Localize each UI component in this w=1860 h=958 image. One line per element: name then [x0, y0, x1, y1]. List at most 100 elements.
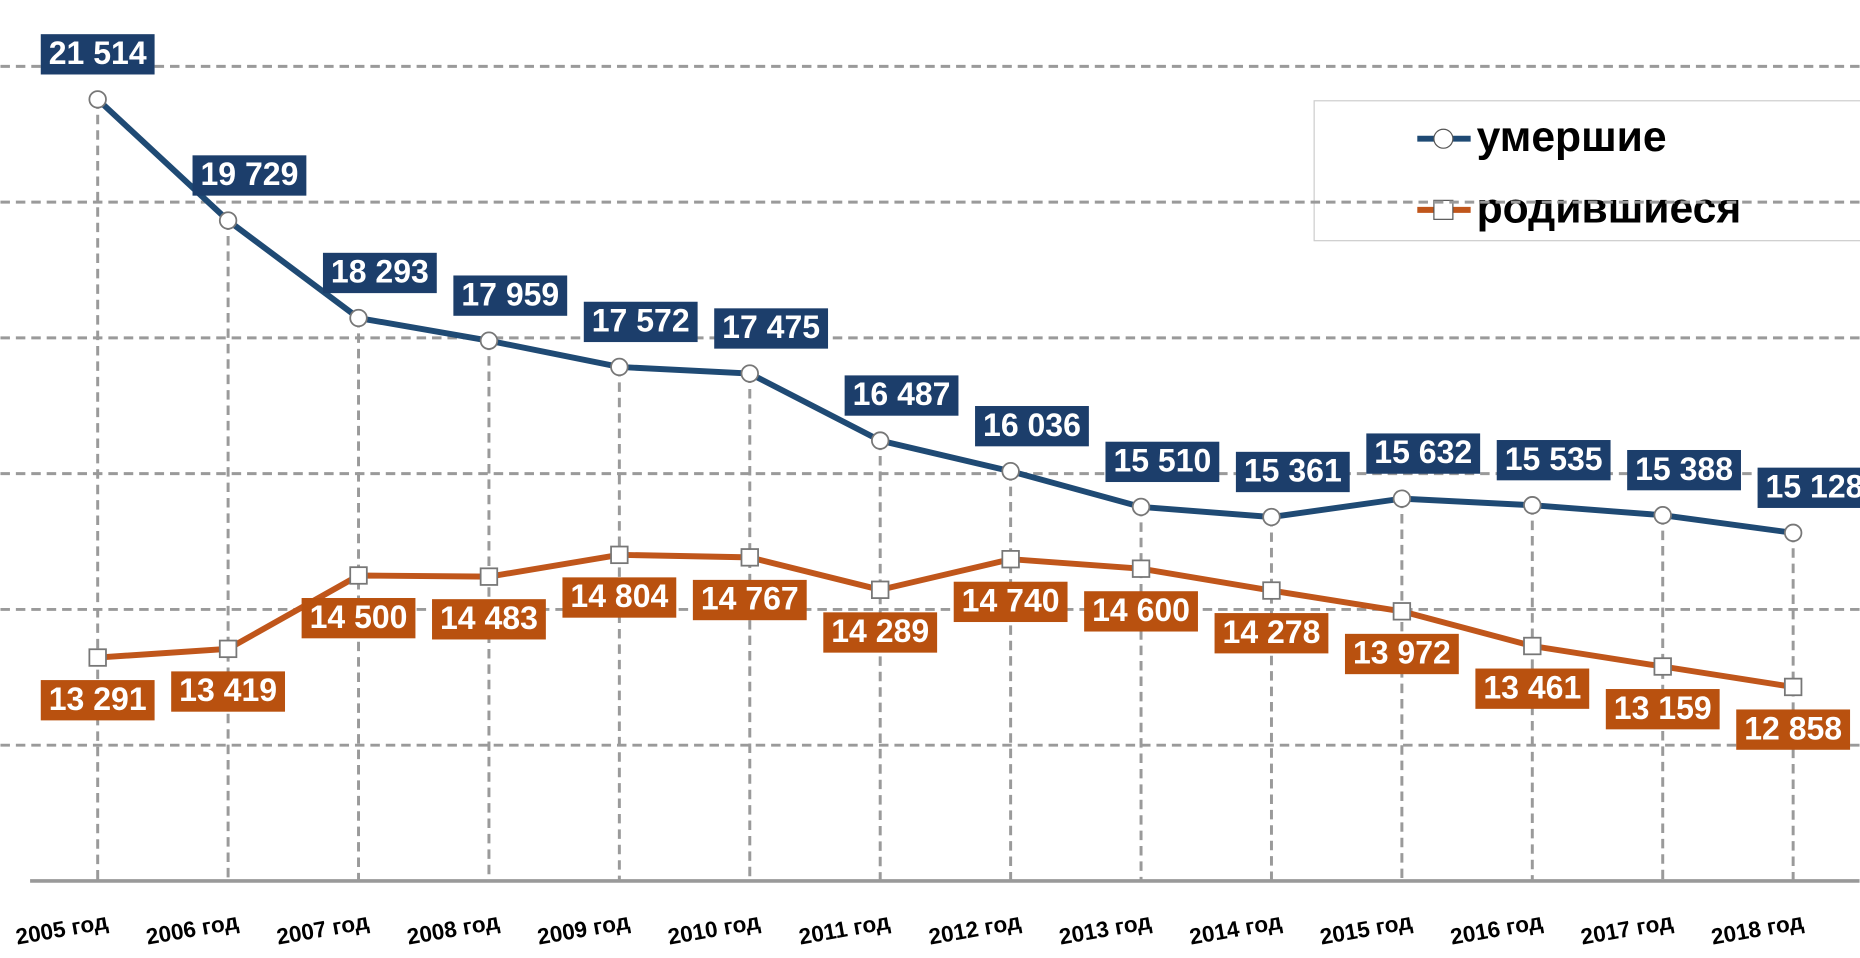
data-label-box: [1605, 689, 1720, 730]
point-marker: [740, 548, 759, 567]
data-label-box: [583, 301, 698, 343]
data-label: 19 729: [201, 156, 299, 192]
point-marker: [1131, 559, 1151, 578]
data-label: 14 289: [831, 613, 929, 649]
data-label-box: [432, 599, 546, 640]
data-label-box: [975, 406, 1089, 447]
point-marker: [1262, 581, 1281, 600]
data-label: 15 510: [1113, 443, 1211, 479]
data-label: 15 388: [1635, 451, 1733, 487]
data-label: 15 535: [1505, 441, 1603, 477]
data-label: 15 128: [1766, 468, 1860, 504]
x-tick-label: 2014 год: [1188, 909, 1284, 950]
data-label-box: [1366, 433, 1481, 474]
data-label: 18 293: [331, 254, 429, 290]
x-tick-label: 2013 год: [1057, 909, 1153, 950]
data-label: 14 600: [1092, 592, 1190, 628]
point-marker: [1131, 497, 1151, 517]
point-marker: [349, 566, 368, 585]
point-marker: [1392, 489, 1412, 508]
point-marker: [349, 308, 368, 328]
series-line: [97, 551, 1794, 690]
point-marker: [1001, 462, 1020, 481]
data-label: 16 487: [853, 376, 951, 412]
data-label-box: [953, 581, 1068, 623]
data-label-box: [692, 579, 807, 621]
data-label-box: [823, 612, 938, 653]
point-marker: [1392, 602, 1412, 621]
point-marker: [1653, 657, 1672, 676]
point-marker: [871, 580, 890, 599]
legend-label: родившиеся: [1477, 184, 1742, 232]
point-marker: [1653, 506, 1672, 525]
data-label: 15 632: [1374, 434, 1472, 470]
point-marker: [1523, 636, 1542, 656]
x-tick-label: 2017 год: [1579, 909, 1675, 950]
data-label: 14 740: [962, 583, 1060, 619]
x-tick-label: 2007 год: [275, 909, 371, 950]
data-label-box: [1757, 467, 1860, 508]
point-marker: [1783, 677, 1803, 697]
data-label: 14 767: [701, 581, 799, 617]
data-label: 17 959: [461, 276, 559, 312]
point-marker: [610, 357, 629, 377]
data-label: 14 483: [440, 600, 538, 636]
legend-box: [1313, 100, 1860, 242]
point-marker: [1262, 507, 1281, 527]
data-label-box: [1105, 441, 1220, 483]
data-label: 16 036: [983, 407, 1081, 443]
data-label-box: [844, 375, 959, 416]
data-label: 15 361: [1244, 453, 1342, 489]
legend: умершие родившиеся: [1313, 100, 1860, 242]
legend-label: умершие: [1477, 113, 1667, 161]
x-tick-label: 2005 год: [14, 909, 110, 950]
point-marker: [479, 567, 499, 586]
point-marker: [218, 639, 238, 659]
x-tick-label: 2009 год: [535, 909, 631, 950]
data-label-box: [453, 275, 568, 316]
data-label: 17 572: [592, 303, 690, 339]
point-marker: [871, 431, 890, 450]
series-line: [95, 97, 1794, 536]
data-label: 21 514: [49, 35, 147, 71]
x-tick-label: 2016 год: [1448, 909, 1544, 950]
point-marker: [479, 331, 499, 350]
data-label-box: [301, 598, 416, 639]
x-tick-label: 2018 год: [1709, 909, 1805, 950]
x-tick-label: 2010 год: [666, 909, 762, 950]
data-label-box: [1627, 449, 1741, 491]
data-label-box: [562, 577, 677, 618]
x-tick-label: 2011 год: [797, 909, 892, 950]
data-label-box: [1736, 709, 1851, 750]
legend-marker: [1433, 128, 1454, 149]
data-label-box: [1235, 451, 1350, 493]
point-marker: [1001, 550, 1020, 569]
data-label-box: [1496, 440, 1611, 481]
data-label-box: [1475, 668, 1590, 709]
data-label-box: [714, 308, 829, 349]
point-marker: [610, 545, 629, 565]
legend-marker: [1433, 199, 1454, 220]
data-label: 12 858: [1744, 710, 1842, 746]
point-marker: [88, 648, 107, 667]
data-label-box: [1214, 613, 1329, 654]
data-label: 13 461: [1483, 669, 1581, 705]
point-marker: [1783, 523, 1803, 543]
data-label: 14 500: [310, 599, 408, 635]
point-marker: [218, 211, 238, 230]
data-label-box: [40, 34, 155, 75]
data-label: 13 972: [1353, 635, 1451, 671]
data-label-box: [1084, 591, 1198, 632]
data-label-box: [192, 155, 307, 196]
data-label-box: [40, 680, 155, 721]
data-label: 13 291: [49, 681, 147, 717]
data-label: 14 278: [1223, 614, 1321, 650]
point-marker: [88, 90, 107, 109]
data-label: 17 475: [722, 309, 820, 345]
data-label-box: [171, 671, 286, 712]
x-tick-label: 2015 год: [1318, 909, 1414, 950]
data-label: 13 159: [1614, 690, 1712, 726]
data-label: 14 804: [570, 578, 668, 614]
